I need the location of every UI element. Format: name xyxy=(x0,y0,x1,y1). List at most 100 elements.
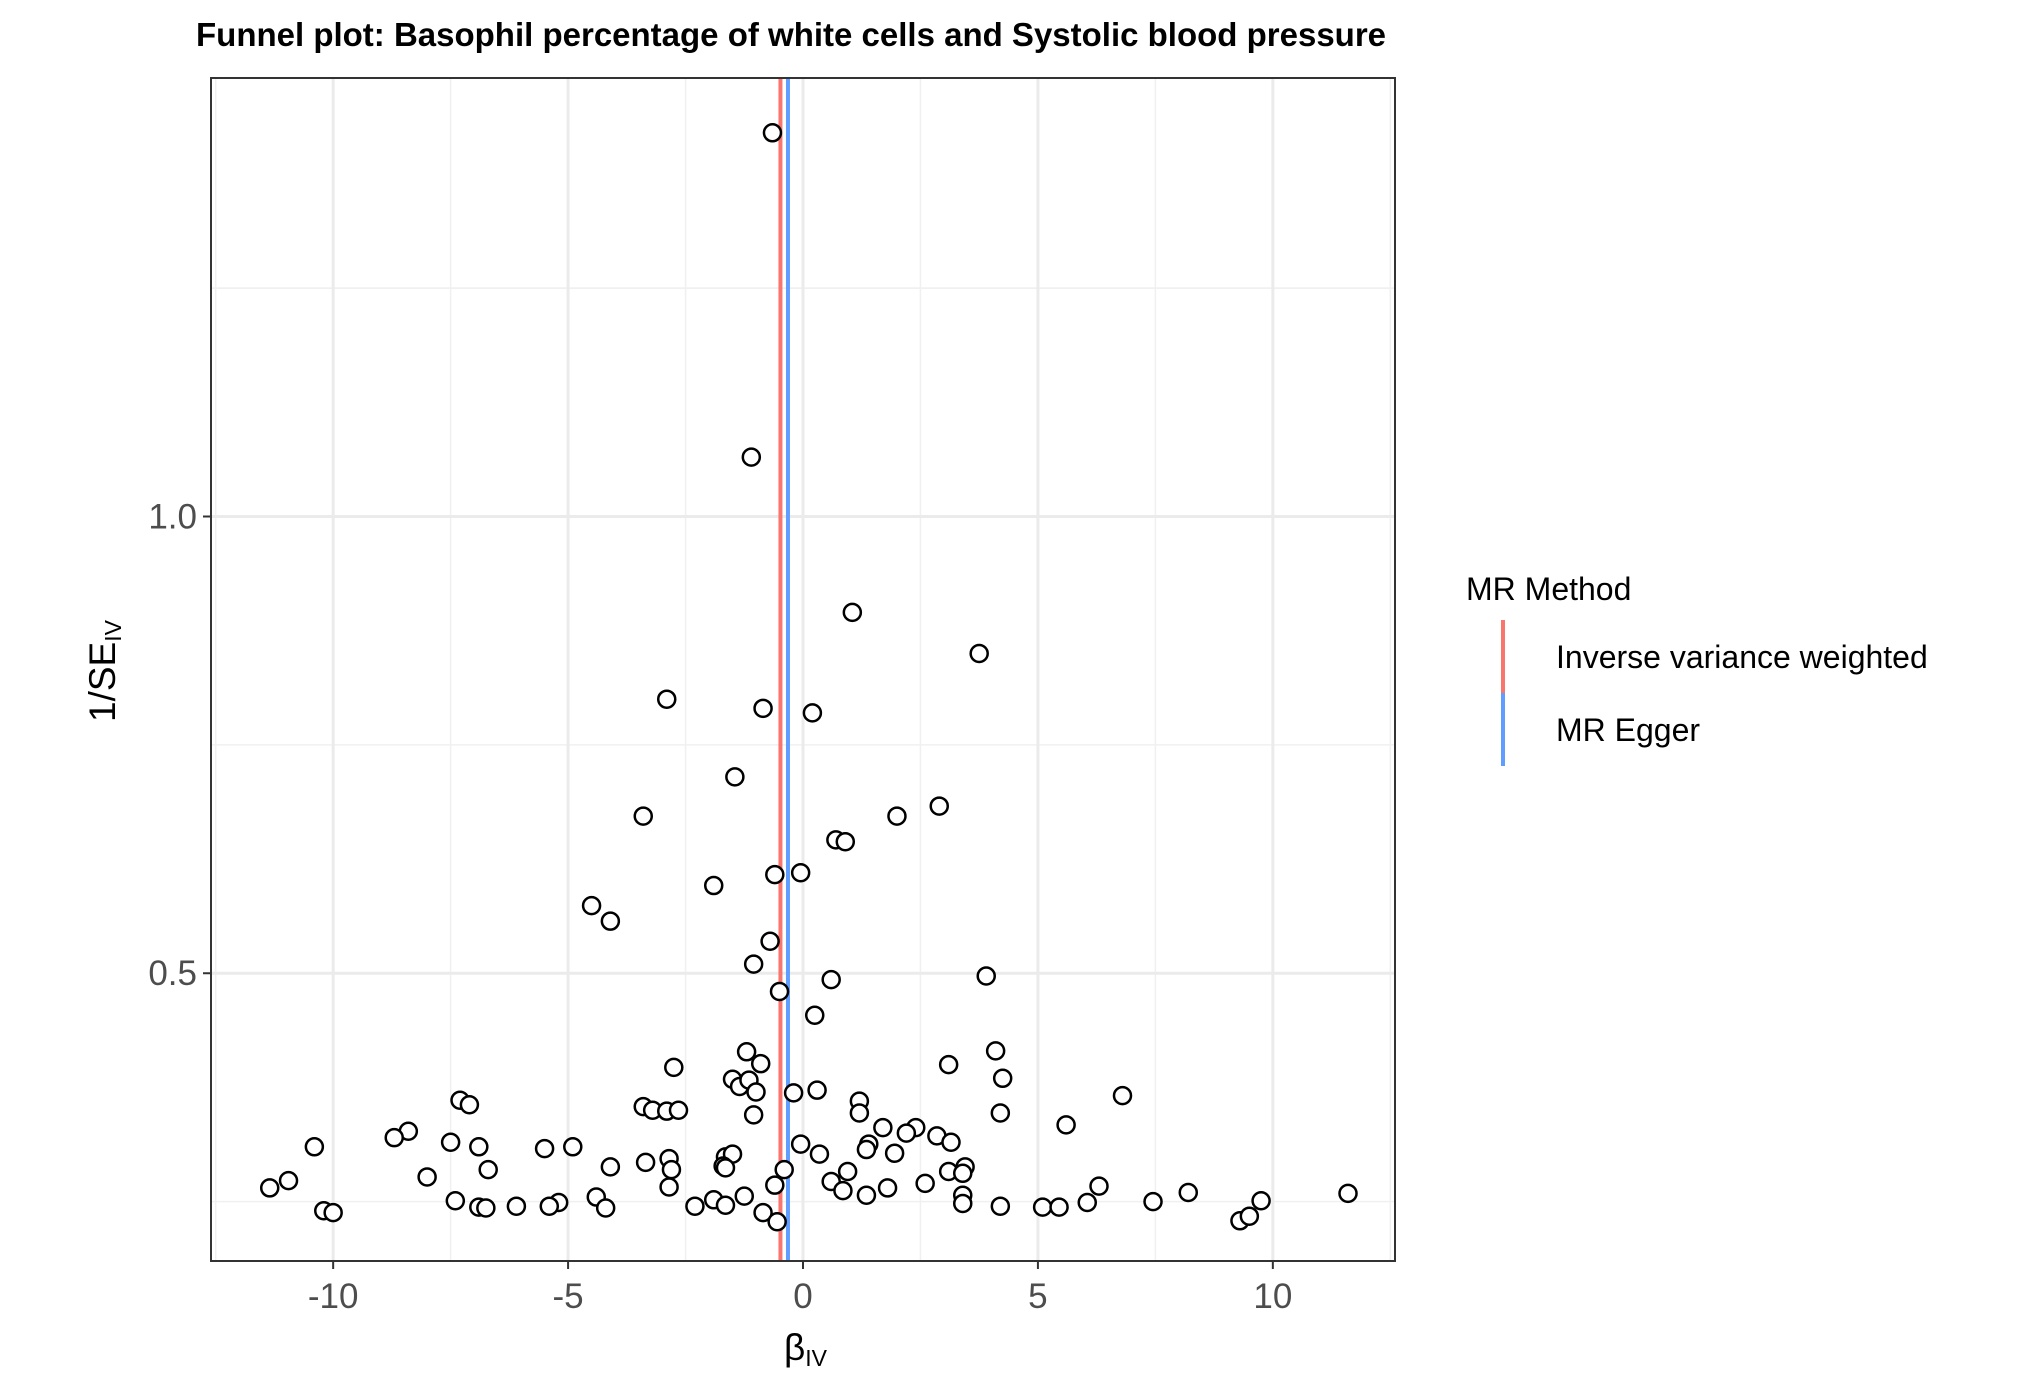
data-point xyxy=(685,1196,705,1216)
data-point xyxy=(746,1082,766,1102)
data-point xyxy=(915,1173,935,1194)
data-point xyxy=(1239,1206,1260,1226)
data-point xyxy=(1032,1197,1053,1217)
data-point xyxy=(887,806,907,826)
data-points xyxy=(259,123,1358,1232)
data-point xyxy=(278,1170,299,1191)
data-point xyxy=(741,447,762,467)
data-point xyxy=(1112,1085,1133,1106)
x-tick-label: -5 xyxy=(553,1277,584,1316)
data-point xyxy=(259,1178,280,1198)
data-point xyxy=(703,875,724,896)
data-point xyxy=(767,1211,787,1232)
x-axis-ticks: -10 -5 0 5 10 xyxy=(308,1261,1292,1316)
x-tick-label: -10 xyxy=(308,1277,359,1316)
data-point xyxy=(743,1105,764,1125)
data-point xyxy=(969,643,989,664)
data-point xyxy=(753,698,773,719)
data-point xyxy=(635,1152,656,1173)
data-point xyxy=(990,1196,1011,1216)
data-point xyxy=(790,863,811,883)
data-point xyxy=(807,1080,827,1100)
y-tick-label: 0.5 xyxy=(148,954,197,993)
data-point xyxy=(753,1202,773,1223)
data-point xyxy=(941,1132,961,1152)
data-point xyxy=(1143,1191,1163,1212)
data-point xyxy=(534,1138,555,1159)
data-point xyxy=(804,1005,825,1026)
data-point xyxy=(877,1178,898,1198)
data-point xyxy=(809,1144,830,1164)
data-point xyxy=(856,1139,877,1160)
data-point xyxy=(952,1163,973,1184)
data-point xyxy=(833,1180,853,1201)
grid-lines xyxy=(211,78,1395,1261)
data-point xyxy=(600,911,621,931)
data-point xyxy=(765,1175,785,1195)
data-point xyxy=(985,1041,1006,1061)
data-point xyxy=(992,1068,1013,1089)
data-point xyxy=(664,1057,684,1078)
data-point xyxy=(873,1117,893,1138)
y-tick-label: 1.0 xyxy=(148,497,197,536)
chart-title: Funnel plot: Basophil percentage of whit… xyxy=(196,16,1386,53)
data-point xyxy=(539,1196,560,1216)
data-point xyxy=(884,1143,905,1163)
data-point xyxy=(736,1042,757,1062)
x-tick-label: 0 xyxy=(793,1277,812,1316)
data-point xyxy=(765,864,785,885)
data-point xyxy=(725,767,745,787)
data-point xyxy=(478,1159,498,1180)
data-point xyxy=(1056,1115,1076,1135)
data-point xyxy=(856,1185,877,1205)
data-point xyxy=(417,1167,437,1187)
data-point xyxy=(938,1054,959,1075)
data-point xyxy=(1077,1192,1098,1213)
data-point xyxy=(581,895,602,916)
data-point xyxy=(743,954,764,974)
data-point xyxy=(323,1202,343,1223)
data-point xyxy=(469,1137,489,1157)
data-point xyxy=(750,1053,771,1074)
data-point xyxy=(774,1159,794,1180)
data-point xyxy=(929,796,950,816)
data-point xyxy=(896,1123,917,1143)
data-point xyxy=(802,703,823,723)
data-point xyxy=(952,1193,973,1214)
data-point xyxy=(595,1198,616,1218)
data-point xyxy=(990,1103,1011,1123)
y-axis-title: 1/SEIV xyxy=(82,619,126,722)
data-point xyxy=(1049,1197,1069,1217)
data-point xyxy=(835,831,856,852)
data-point xyxy=(440,1132,461,1152)
y-axis-ticks: 0.5 1.0 xyxy=(148,497,211,993)
data-point xyxy=(633,806,654,826)
data-point xyxy=(762,123,783,143)
data-point xyxy=(661,1159,682,1180)
data-point xyxy=(734,1186,755,1206)
legend: MR Method Inverse variance weighted MR E… xyxy=(1466,571,1928,766)
data-point xyxy=(760,931,780,952)
data-point xyxy=(384,1127,404,1148)
data-point xyxy=(506,1196,527,1216)
data-point xyxy=(563,1137,583,1157)
data-point xyxy=(849,1103,870,1123)
data-point xyxy=(445,1190,466,1211)
x-tick-label: 10 xyxy=(1253,1277,1292,1316)
data-point xyxy=(459,1095,480,1115)
data-point xyxy=(976,966,996,986)
data-point xyxy=(783,1083,804,1103)
data-point xyxy=(1251,1190,1271,1211)
data-point xyxy=(821,969,841,990)
data-point xyxy=(600,1157,621,1177)
data-point xyxy=(304,1137,325,1157)
data-point xyxy=(790,1134,811,1154)
data-point xyxy=(668,1100,689,1121)
method-lines xyxy=(778,78,790,1261)
data-point xyxy=(715,1195,736,1216)
data-point xyxy=(659,1177,679,1197)
legend-label-egger: MR Egger xyxy=(1556,712,1700,748)
data-point xyxy=(715,1158,736,1178)
legend-label-ivw: Inverse variance weighted xyxy=(1556,639,1928,675)
